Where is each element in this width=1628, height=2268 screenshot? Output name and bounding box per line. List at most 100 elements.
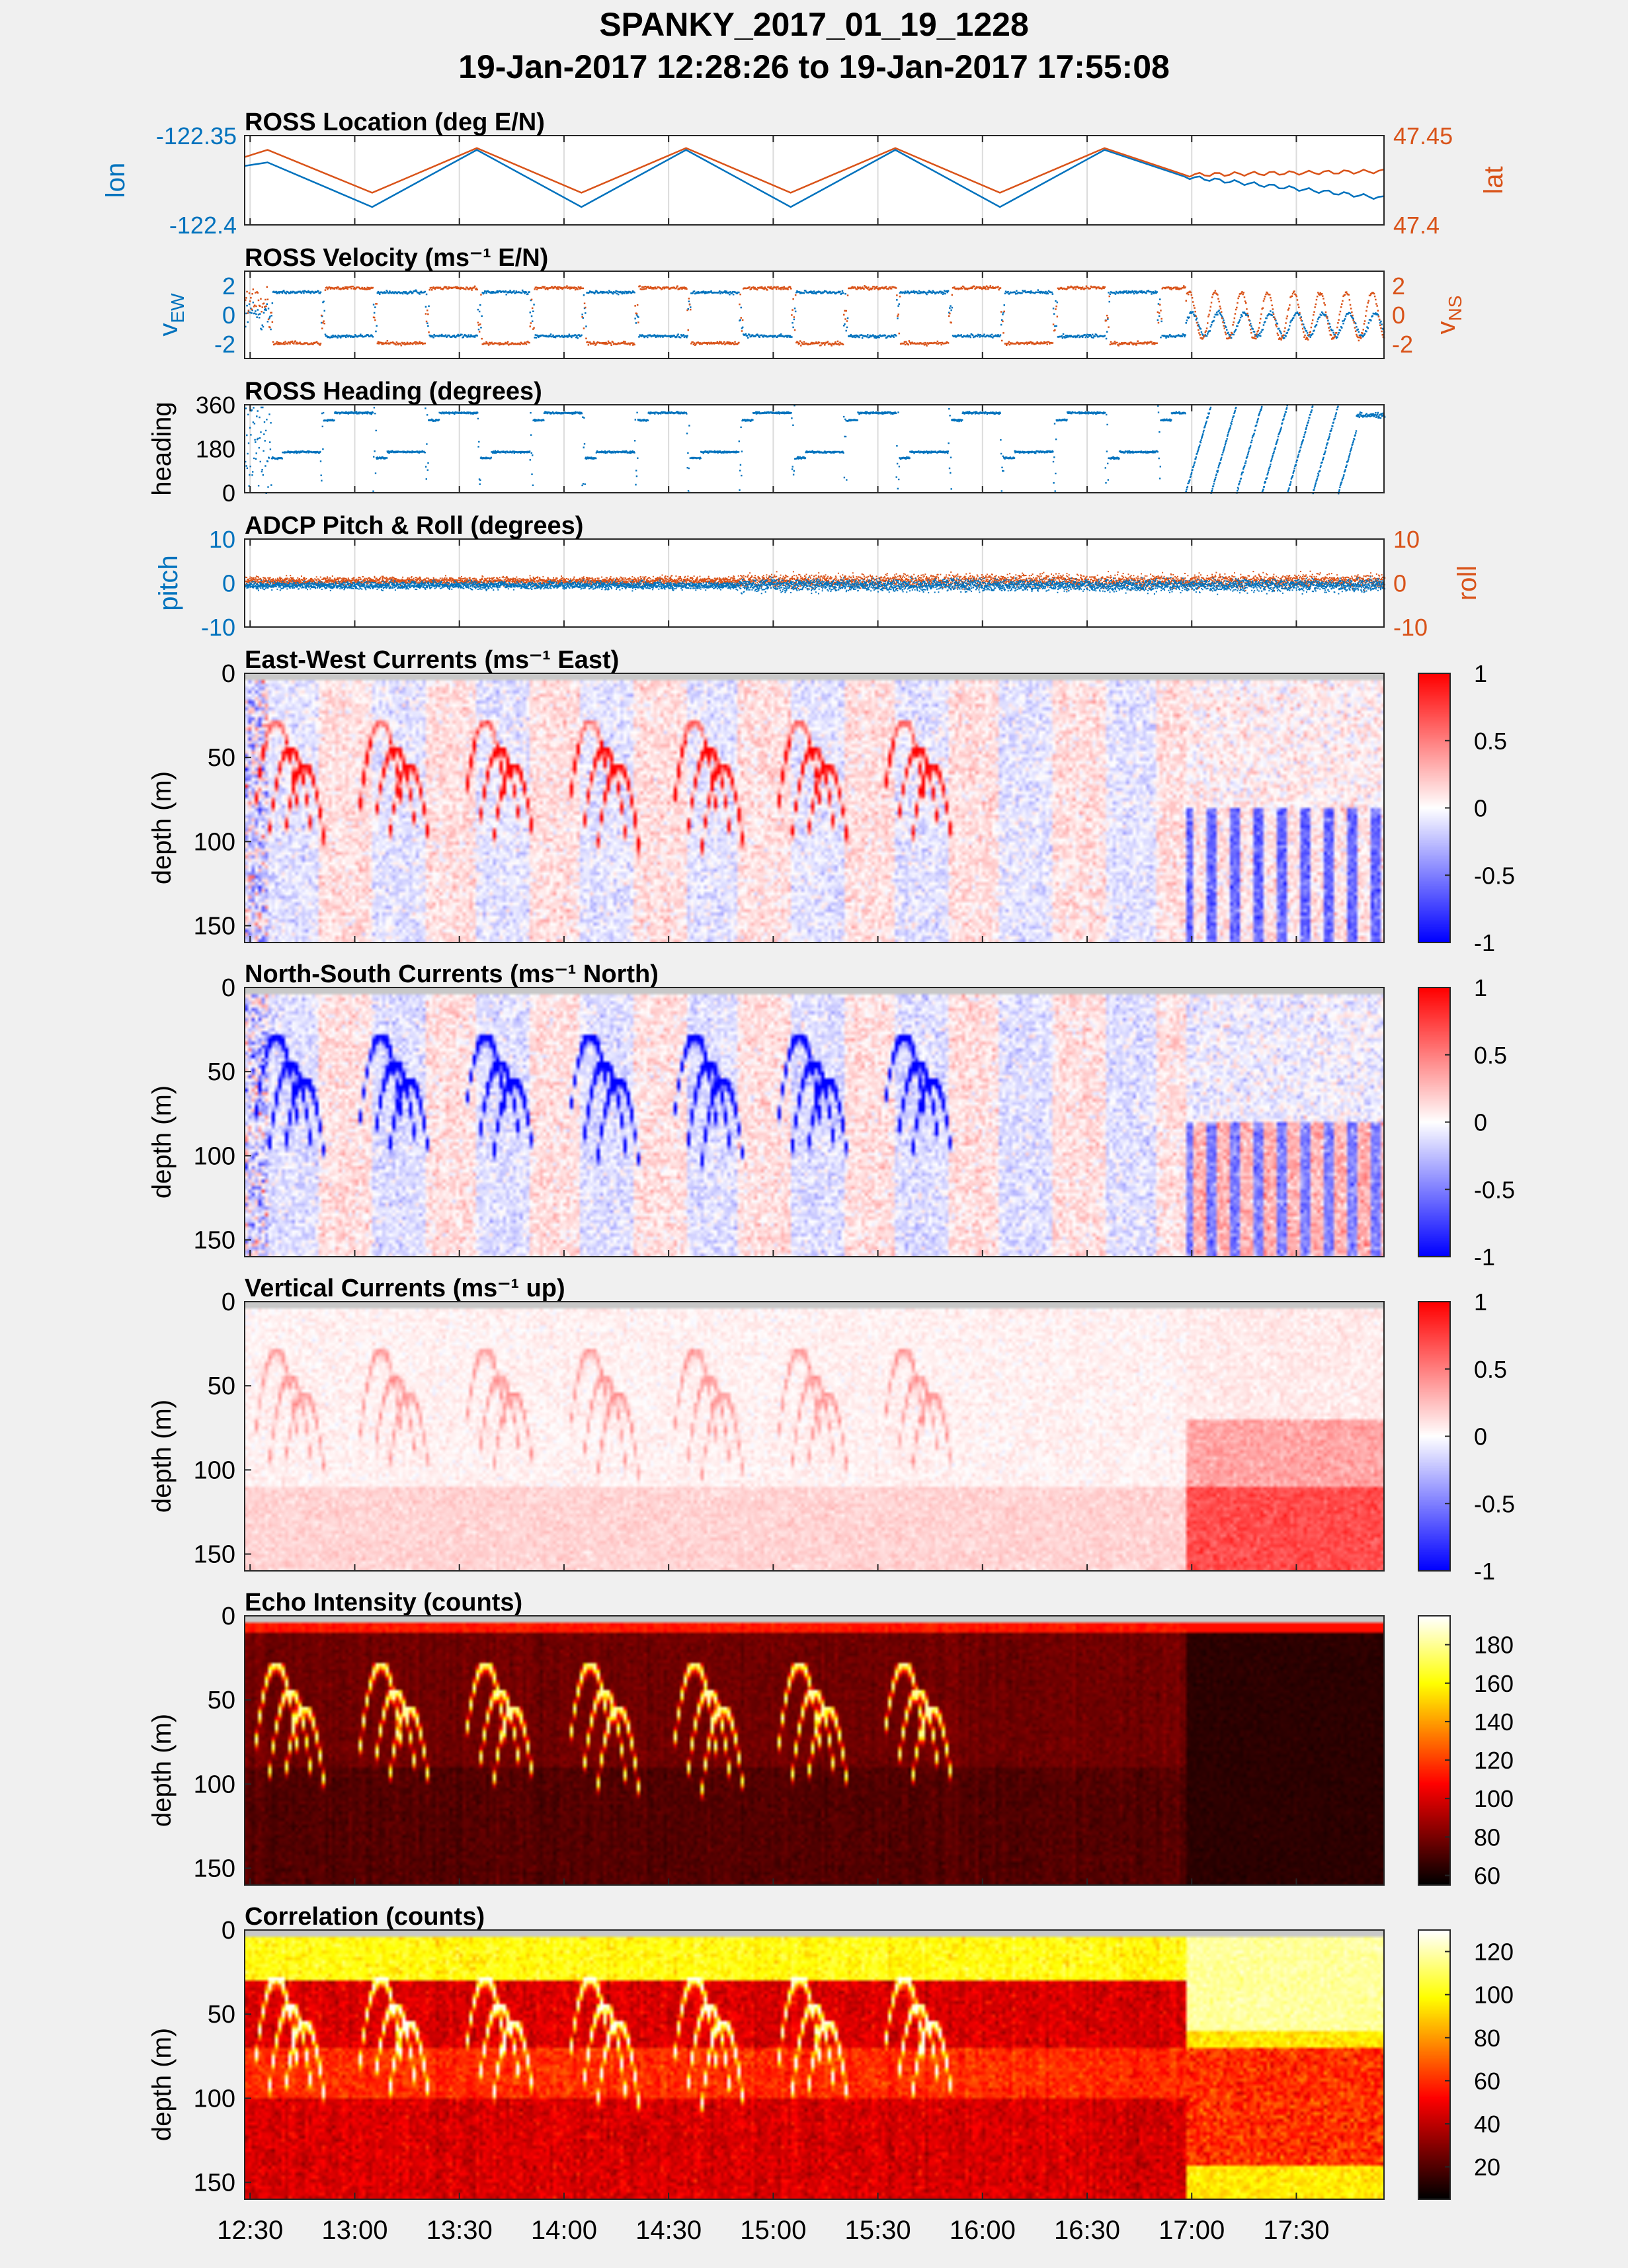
x-tick-label: 14:00 [531, 2216, 597, 2245]
axes-background [245, 405, 1384, 493]
colorbar-tick-label: 100 [1474, 1785, 1514, 1812]
colorbar-tick-label: 1 [1474, 660, 1487, 687]
heatmap-image [245, 1930, 1384, 2199]
colorbar-tick-label: -0.5 [1474, 1176, 1515, 1203]
y-tick-label: 150 [194, 1855, 235, 1883]
colorbar-tick-label: 120 [1474, 1747, 1514, 1774]
colorbar-tick-label: 100 [1474, 1982, 1514, 2009]
axes-border [244, 538, 1385, 628]
panel-title-vert: Vertical Currents (ms⁻¹ up) [245, 1275, 565, 1302]
axes-border [244, 673, 1385, 943]
y-tick-label: 0 [222, 480, 235, 507]
y-tick-label: 150 [194, 2169, 235, 2197]
colorbar-tick-label: 160 [1474, 1670, 1514, 1697]
panel-title-heading: ROSS Heading (degrees) [245, 378, 542, 405]
colorbar-tick-label: 1 [1474, 1288, 1487, 1316]
ns-colorbar [1418, 987, 1451, 1257]
y-tick-label: 100 [194, 828, 235, 856]
panel-title: East-West Currents (ms⁻¹ East) [245, 646, 619, 674]
y-tick-label: 0 [222, 660, 235, 688]
axes-border [244, 135, 1385, 226]
panel-title: Correlation (counts) [245, 1903, 485, 1931]
panel-title-ew: East-West Currents (ms⁻¹ East) [245, 646, 619, 674]
x-tick-label: 13:00 [321, 2216, 387, 2245]
heading-panel [244, 404, 1386, 495]
colorbar-tick-label: 40 [1474, 2111, 1500, 2138]
panel-title-location: ROSS Location (deg E/N) [245, 108, 545, 136]
axes-background [245, 136, 1384, 225]
y-axis-label: heading [147, 401, 177, 495]
panel-title-echo: Echo Intensity (counts) [245, 1589, 522, 1617]
y-tick-label: 0 [222, 570, 235, 597]
panel-title: ROSS Heading (degrees) [245, 378, 542, 405]
x-tick-label: 17:30 [1263, 2216, 1329, 2245]
y-tick-label: -2 [214, 331, 235, 358]
panel-title-pitchroll: ADCP Pitch & Roll (degrees) [245, 512, 583, 540]
y-tick-label: 0 [222, 1288, 235, 1316]
colorbar-tick-label: 0.5 [1474, 1042, 1507, 1069]
y-tick-label: -10 [1393, 614, 1428, 641]
y-tick-label: -2 [1392, 331, 1413, 358]
y-tick-label: 0 [1392, 302, 1405, 329]
panel-title: ROSS Velocity (ms⁻¹ E/N) [245, 244, 548, 272]
axes-border [244, 1929, 1385, 2200]
y-tick-label: 100 [194, 1456, 235, 1484]
y-tick-label: 0 [222, 974, 235, 1002]
axes-border [244, 1615, 1385, 1886]
y-axis-label: roll [1453, 566, 1482, 601]
y-tick-label: 0 [222, 302, 235, 329]
y-tick-label: 100 [194, 1142, 235, 1170]
y-tick-label: 50 [208, 1058, 235, 1086]
colorbar-gradient [1418, 1616, 1450, 1885]
y-tick-label: 2 [222, 273, 235, 300]
colorbar-tick-label: 0 [1474, 1423, 1487, 1450]
x-tick-label: 13:30 [427, 2216, 493, 2245]
panel-title: Echo Intensity (counts) [245, 1589, 522, 1617]
panel-title: North-South Currents (ms⁻¹ North) [245, 960, 659, 988]
y-tick-label: -122.35 [156, 122, 237, 149]
y-axis-label-sub: EW [167, 293, 188, 323]
series-lon [244, 149, 1384, 208]
ew-panel [244, 673, 1385, 943]
x-tick-label: 16:00 [950, 2216, 1016, 2245]
panel-title: ADCP Pitch & Roll (degrees) [245, 512, 583, 540]
colorbar-tick-label: 0 [1474, 795, 1487, 822]
location-panel [244, 135, 1385, 226]
y-tick-label: 50 [208, 744, 235, 772]
series-lat [244, 147, 1384, 194]
vert-panel [244, 1301, 1385, 1572]
y-tick-label: 150 [194, 1541, 235, 1569]
y-tick-label: 47.4 [1393, 212, 1440, 239]
axes-border [244, 987, 1385, 1257]
y-tick-label: 150 [194, 913, 235, 941]
y-tick-label: 47.45 [1393, 122, 1453, 149]
y-axis-label: lat [1479, 166, 1508, 194]
y-tick-label: 2 [1392, 273, 1405, 300]
heatmap-image [245, 1616, 1384, 1885]
y-tick-label: 360 [196, 392, 235, 419]
ew-colorbar [1418, 673, 1451, 943]
x-tick-label: 15:00 [740, 2216, 806, 2245]
panel-title-velocity: ROSS Velocity (ms⁻¹ E/N) [245, 244, 548, 272]
axes-border [244, 271, 1385, 359]
colorbar-border [1418, 1615, 1451, 1886]
colorbar-tick-label: 80 [1474, 2025, 1500, 2052]
y-axis-label-main: v [1432, 321, 1461, 334]
axes-border [244, 404, 1385, 493]
y-axis-label: lon [101, 163, 130, 198]
y-tick-label: 50 [208, 1372, 235, 1400]
y-axis-label: depth (m) [147, 1400, 177, 1513]
y-axis-label: depth (m) [147, 1085, 177, 1198]
y-axis-label-sub: NS [1445, 296, 1465, 321]
panel-title: Vertical Currents (ms⁻¹ up) [245, 1275, 565, 1302]
x-tick-label: 14:30 [635, 2216, 702, 2245]
colorbar-tick-label: 140 [1474, 1708, 1514, 1736]
y-tick-label: 180 [196, 436, 235, 463]
axes-border [244, 1301, 1385, 1572]
colorbar-tick-label: 60 [1474, 1862, 1500, 1889]
y-tick-label: 10 [1393, 526, 1420, 553]
y-axis-label: vNS [1432, 296, 1465, 335]
y-tick-label: 100 [194, 1771, 235, 1798]
y-axis-label: depth (m) [147, 2028, 177, 2141]
